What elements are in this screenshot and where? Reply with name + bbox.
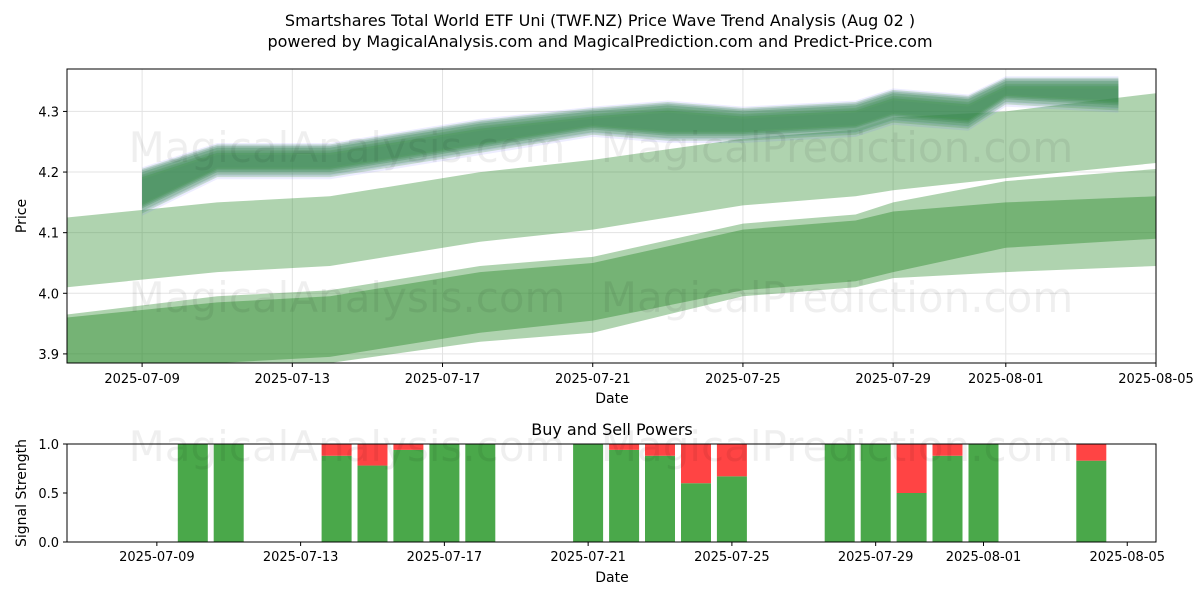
price-y-label: Price [14, 199, 30, 233]
buy-bar [968, 444, 999, 542]
buy-bar [860, 444, 891, 542]
buy-bar [645, 455, 675, 542]
price-x-tick-label: 2025-07-25 [705, 372, 781, 387]
price-x-tick-label: 2025-07-13 [255, 372, 331, 387]
sell-bar [645, 444, 675, 456]
price-x-tick-label: 2025-08-01 [968, 372, 1044, 387]
buy-bar [932, 455, 963, 542]
price-bands [67, 76, 1156, 363]
near-term-band-blue [142, 78, 1119, 206]
buy-bar [213, 444, 244, 542]
price-x-tick-label: 2025-07-09 [104, 372, 180, 387]
watermark-analysis-bottom: MagicalAnalysis.com [129, 422, 566, 471]
price-y-tick-label: 4.0 [38, 287, 59, 302]
buy-bar [573, 444, 604, 542]
buy-bar [1076, 460, 1107, 542]
watermark-analysis-top: MagicalAnalysis.com [129, 123, 566, 172]
watermark-analysis-mid: MagicalAnalysis.com [129, 273, 566, 322]
lower-forecast-band [67, 169, 1156, 363]
price-plot-frame [66, 68, 1157, 364]
price-x-tick-label: 2025-07-21 [555, 372, 631, 387]
near-term-band-blue [142, 76, 1119, 204]
signal-x-tick-label: 2025-07-21 [550, 550, 626, 565]
buy-bar [177, 444, 208, 542]
price-plot-area [67, 69, 1156, 363]
signal-x-tick-label: 2025-07-25 [694, 550, 770, 565]
signal-bars [177, 444, 1107, 542]
signal-y-tick-label: 0.0 [38, 536, 59, 551]
signal-x-tick-label: 2025-07-09 [119, 550, 195, 565]
near-term-band-green [142, 83, 1119, 211]
signal-x-tick-label: 2025-07-29 [838, 550, 914, 565]
sell-bar [1076, 444, 1107, 461]
signal-y-label: Signal Strength [14, 439, 30, 547]
buy-bar [896, 493, 927, 542]
near-term-band-green [142, 77, 1119, 205]
price-y-tick-label: 3.9 [38, 348, 59, 363]
price-x-tick-label: 2025-08-05 [1118, 372, 1194, 387]
watermark-prediction-mid: MagicalPrediction.com [601, 273, 1074, 322]
price-x-tick-label: 2025-07-29 [855, 372, 931, 387]
buy-bar [429, 444, 460, 542]
buy-bar [716, 476, 747, 542]
price-panel: MagicalAnalysis.com MagicalPrediction.co… [14, 68, 1194, 407]
near-term-band-green [142, 81, 1119, 209]
buy-bar [393, 449, 424, 542]
sell-bar [321, 444, 352, 456]
price-grid [67, 69, 1157, 363]
price-y-tick-label: 4.3 [38, 105, 59, 120]
buy-bar [321, 455, 352, 542]
buy-bar [465, 444, 496, 542]
buy-bar [824, 444, 855, 542]
price-y-tick-label: 4.2 [38, 166, 59, 181]
chart-title: Smartshares Total World ETF Uni (TWF.NZ)… [285, 11, 915, 30]
price-x-tick-label: 2025-07-17 [405, 372, 481, 387]
near-term-band-blue [142, 81, 1119, 209]
signal-y-tick-label: 0.5 [38, 487, 59, 502]
signal-y-tick-label: 1.0 [38, 438, 59, 453]
signal-x-tick-label: 2025-07-13 [263, 550, 339, 565]
watermark-prediction-bottom: MagicalPrediction.com [601, 422, 1074, 471]
signal-x-tick-label: 2025-07-17 [407, 550, 483, 565]
upper-forecast-band [67, 93, 1156, 288]
price-y-tick-label: 4.1 [38, 227, 59, 242]
sell-bar [393, 444, 424, 450]
signal-ticks: 0.0 0.5 1.0 2025-07-09 2025-07-13 2025-07-17 2… [38, 438, 1165, 565]
sell-bar [681, 444, 711, 484]
near-term-band-green [142, 86, 1119, 214]
buy-bar [681, 483, 711, 542]
sell-bar [609, 444, 640, 450]
price-x-label: Date [595, 391, 628, 407]
price-ticks: 3.9 4.0 4.1 4.2 4.3 2025-07-09 2025-07-13 2025-… [38, 105, 1193, 387]
chart-subtitle: powered by MagicalAnalysis.com and Magic… [267, 32, 932, 51]
signal-x-tick-label: 2025-08-01 [946, 550, 1022, 565]
signal-x-tick-label: 2025-08-05 [1089, 550, 1165, 565]
buy-bar [357, 465, 388, 542]
signal-panel: Buy and Sell Powers MagicalAnalysis.com … [14, 420, 1165, 586]
sell-bar [357, 444, 388, 466]
near-term-band-blue [142, 88, 1119, 216]
near-term-band-green [142, 79, 1119, 207]
sell-bar [932, 444, 963, 456]
watermark-prediction-top: MagicalPrediction.com [601, 123, 1074, 172]
signal-x-label: Date [595, 570, 628, 586]
sell-bar [716, 444, 747, 477]
sell-bar [896, 444, 927, 493]
buy-bar [609, 449, 640, 542]
lower-forecast-core [67, 196, 1156, 363]
signal-title: Buy and Sell Powers [531, 420, 693, 439]
near-term-band-blue [142, 84, 1119, 213]
